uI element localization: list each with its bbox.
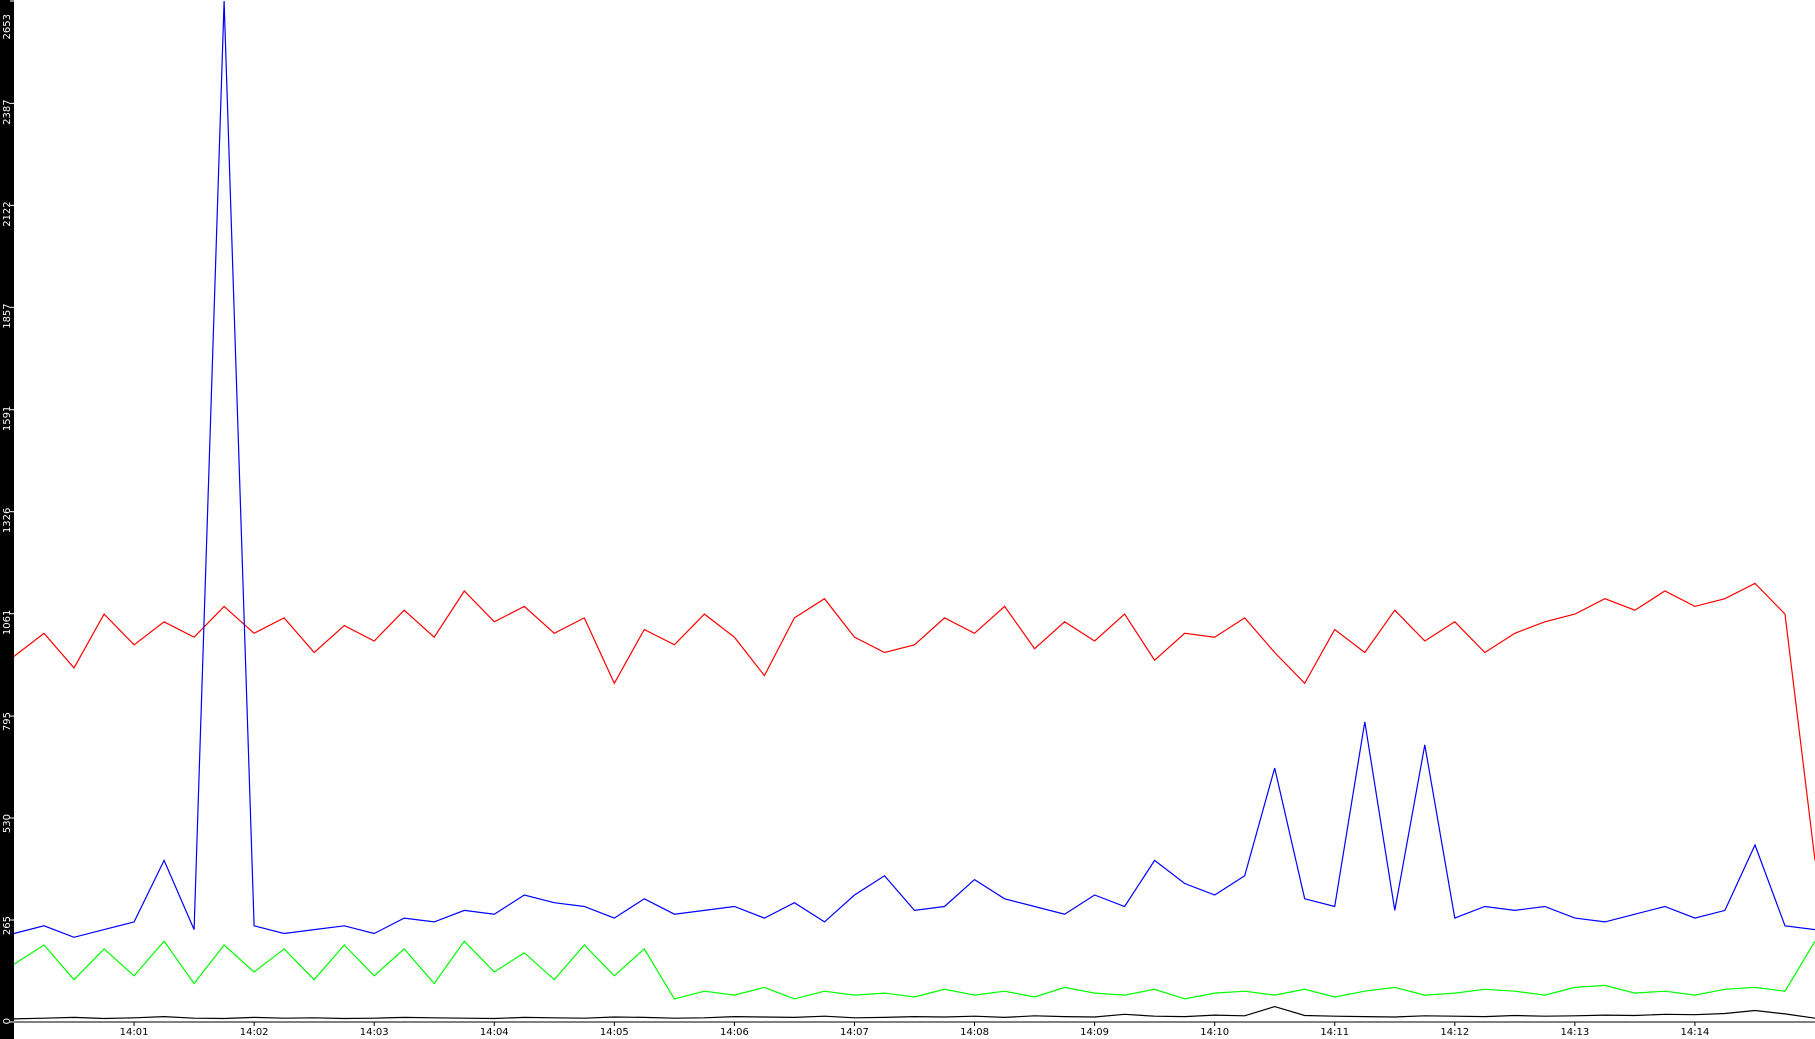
x-tick-label: 14:09	[1080, 1027, 1109, 1038]
series-line	[13, 0, 1815, 938]
x-tick-label: 14:07	[840, 1027, 869, 1038]
x-tick-label: 14:06	[720, 1027, 749, 1038]
x-tick-label: 14:08	[960, 1027, 989, 1038]
y-axis-strip	[0, 0, 14, 1039]
y-tick-label: 1326	[2, 508, 13, 533]
y-tick-label: 2387	[2, 99, 13, 124]
y-tick-label: 1857	[2, 303, 13, 328]
x-tick-label: 14:12	[1440, 1027, 1469, 1038]
y-tick-label: 0	[2, 1018, 13, 1024]
y-tick-label: 2653	[2, 14, 13, 39]
x-tick-label: 14:01	[120, 1027, 149, 1038]
y-tick-label: 1061	[2, 610, 13, 635]
series-line	[13, 940, 1815, 1000]
x-tick-label: 14:13	[1560, 1027, 1589, 1038]
x-tick-label: 14:03	[360, 1027, 389, 1038]
x-tick-label: 14:14	[1681, 1027, 1710, 1038]
series-line	[13, 1005, 1815, 1020]
x-tick-label: 14:10	[1200, 1027, 1229, 1038]
x-tick-label: 14:05	[600, 1027, 629, 1038]
y-tick-label: 530	[2, 814, 13, 833]
x-tick-label: 14:02	[240, 1027, 269, 1038]
y-tick-label: 2122	[2, 201, 13, 226]
y-tick-label: 265	[2, 916, 13, 935]
series-line	[13, 582, 1815, 861]
x-tick-label: 14:04	[480, 1027, 509, 1038]
y-tick-label: 1591	[2, 406, 13, 431]
x-tick-label: 14:11	[1320, 1027, 1349, 1038]
y-tick-label: 795	[2, 712, 13, 731]
